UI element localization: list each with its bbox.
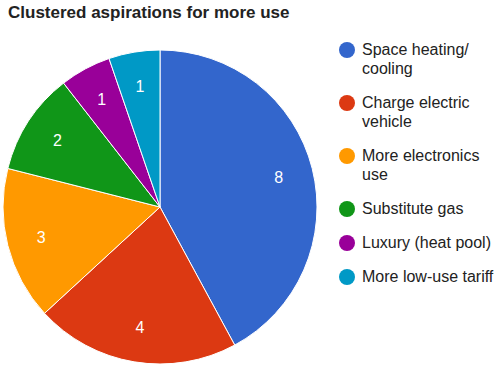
legend-label-line: More low-use tariff (362, 268, 494, 285)
legend-swatch (339, 95, 355, 111)
legend-label-line: More electronics (362, 147, 479, 164)
legend-label-line: vehicle (362, 113, 412, 130)
legend-label-line: Space heating/ (362, 41, 469, 58)
legend-swatch (339, 42, 355, 58)
legend-label: Substitute gas (362, 200, 463, 217)
legend-label-line: cooling (362, 60, 413, 77)
data-label: 1 (97, 91, 106, 108)
chart: Clustered aspirations for more use 8 4 3 2 1 1… (0, 0, 500, 370)
data-label: 1 (135, 78, 144, 95)
data-label: 3 (37, 229, 46, 246)
legend-swatch (339, 269, 355, 285)
legend-label: More low-use tariff (362, 268, 494, 285)
data-label: 4 (135, 319, 144, 336)
legend-label-line: Substitute gas (362, 200, 463, 217)
legend-swatch (339, 201, 355, 217)
legend-label: Charge electric vehicle (362, 94, 470, 130)
legend-label: Luxury (heat pool) (362, 234, 491, 251)
legend-label-line: use (362, 166, 388, 183)
legend: Space heating/cooling Charge electric vehi… (339, 41, 494, 285)
data-label: 8 (274, 169, 283, 186)
legend-swatch (339, 148, 355, 164)
legend-label-line: Luxury (heat pool) (362, 234, 491, 251)
legend-label: More electronics use (362, 147, 479, 183)
legend-label-line: Charge electric (362, 94, 470, 111)
data-label: 2 (53, 132, 62, 149)
title: Clustered aspirations for more use (8, 3, 290, 22)
legend-label: Space heating/cooling (362, 41, 469, 77)
data-labels: 8 4 3 2 1 1 (37, 78, 283, 337)
pie-slice (109, 50, 160, 207)
pie (3, 50, 317, 364)
legend-swatch (339, 235, 355, 251)
